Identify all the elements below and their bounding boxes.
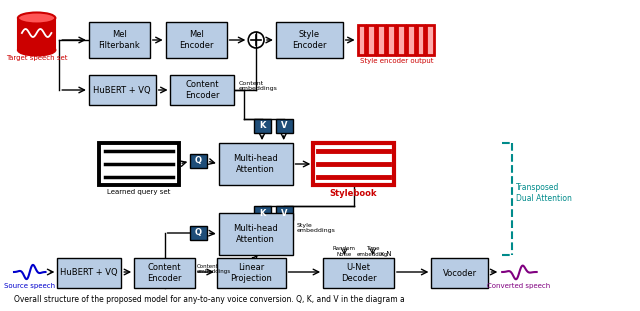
FancyBboxPatch shape bbox=[276, 22, 343, 58]
FancyBboxPatch shape bbox=[217, 258, 285, 288]
FancyBboxPatch shape bbox=[323, 258, 394, 288]
Text: Overall structure of the proposed model for any-to-any voice conversion. Q, K, a: Overall structure of the proposed model … bbox=[14, 295, 404, 304]
FancyBboxPatch shape bbox=[89, 75, 156, 105]
Text: Learned query set: Learned query set bbox=[108, 189, 171, 195]
FancyBboxPatch shape bbox=[166, 22, 227, 58]
FancyBboxPatch shape bbox=[426, 25, 435, 55]
FancyBboxPatch shape bbox=[219, 143, 292, 185]
Text: Mel
Filterbank: Mel Filterbank bbox=[99, 30, 140, 50]
Ellipse shape bbox=[18, 12, 55, 24]
Text: Q: Q bbox=[195, 156, 202, 165]
Text: HuBERT + VQ: HuBERT + VQ bbox=[93, 86, 151, 95]
Text: HuBERT + VQ: HuBERT + VQ bbox=[61, 268, 118, 277]
FancyBboxPatch shape bbox=[431, 258, 488, 288]
FancyBboxPatch shape bbox=[190, 226, 207, 240]
Text: Vocoder: Vocoder bbox=[443, 268, 477, 277]
Text: Q: Q bbox=[195, 229, 202, 238]
Text: Multi-head
Attention: Multi-head Attention bbox=[233, 154, 278, 174]
Text: Converted speech: Converted speech bbox=[487, 283, 550, 289]
FancyBboxPatch shape bbox=[276, 206, 292, 220]
Text: Mel
Encoder: Mel Encoder bbox=[179, 30, 213, 50]
FancyBboxPatch shape bbox=[134, 258, 195, 288]
Text: Time
embedding: Time embedding bbox=[357, 246, 388, 257]
FancyBboxPatch shape bbox=[190, 154, 207, 168]
FancyBboxPatch shape bbox=[58, 258, 122, 288]
FancyBboxPatch shape bbox=[276, 119, 292, 133]
FancyBboxPatch shape bbox=[417, 25, 424, 55]
Text: Source speech: Source speech bbox=[4, 283, 55, 289]
Text: Target speech set: Target speech set bbox=[6, 55, 67, 61]
FancyBboxPatch shape bbox=[377, 25, 385, 55]
Text: Multi-head
Attention: Multi-head Attention bbox=[233, 224, 278, 244]
FancyBboxPatch shape bbox=[407, 25, 415, 55]
Text: K: K bbox=[259, 208, 266, 217]
FancyBboxPatch shape bbox=[397, 25, 404, 55]
Text: Content
Encoder: Content Encoder bbox=[185, 80, 220, 100]
FancyBboxPatch shape bbox=[219, 213, 292, 255]
Text: Content
embeddings: Content embeddings bbox=[239, 81, 277, 91]
FancyBboxPatch shape bbox=[254, 206, 271, 220]
FancyBboxPatch shape bbox=[313, 143, 394, 185]
FancyBboxPatch shape bbox=[367, 25, 375, 55]
Ellipse shape bbox=[18, 44, 55, 55]
FancyBboxPatch shape bbox=[89, 22, 150, 58]
Text: K: K bbox=[259, 122, 266, 131]
FancyBboxPatch shape bbox=[99, 143, 179, 185]
Text: Style
embeddings: Style embeddings bbox=[296, 223, 335, 233]
Text: Style encoder output: Style encoder output bbox=[360, 58, 434, 64]
Text: Stylebook: Stylebook bbox=[330, 189, 378, 198]
Text: V: V bbox=[281, 208, 287, 217]
FancyBboxPatch shape bbox=[254, 119, 271, 133]
FancyBboxPatch shape bbox=[387, 25, 395, 55]
Text: Content
Encoder: Content Encoder bbox=[147, 263, 182, 283]
Text: Style
Encoder: Style Encoder bbox=[292, 30, 326, 50]
Text: Linear
Projection: Linear Projection bbox=[230, 263, 272, 283]
FancyBboxPatch shape bbox=[170, 75, 234, 105]
FancyBboxPatch shape bbox=[358, 25, 365, 55]
Text: V: V bbox=[281, 122, 287, 131]
Text: Random
Noise: Random Noise bbox=[333, 246, 356, 257]
Text: Transposed
Dual Attention: Transposed Dual Attention bbox=[516, 183, 572, 203]
Text: x N: x N bbox=[380, 251, 392, 257]
Text: Content
embeddings: Content embeddings bbox=[197, 264, 231, 274]
Bar bbox=[18, 18, 55, 50]
Text: U-Net
Decoder: U-Net Decoder bbox=[340, 263, 376, 283]
